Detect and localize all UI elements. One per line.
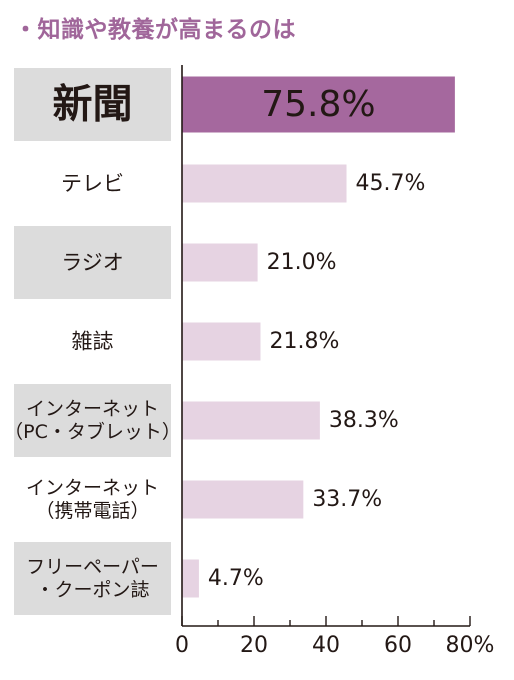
x-tick-label: 0 (175, 633, 189, 658)
bar (182, 559, 199, 598)
x-tick-label: 40 (312, 633, 340, 658)
data-label: 75.8% (261, 84, 375, 125)
category-label: テレビ (61, 172, 124, 196)
x-tick-label: 80% (446, 633, 495, 658)
bar (182, 76, 455, 133)
category-label-box (14, 226, 171, 299)
category-label: ラジオ (61, 251, 124, 275)
bar (182, 322, 261, 361)
category-label-boxes: 新聞テレビラジオ雑誌インターネット（PC・タブレット）インターネット（携帯電話）… (4, 68, 181, 615)
category-label-box (14, 542, 171, 615)
category-label: （携帯電話） (35, 500, 149, 522)
x-tick-label: 20 (240, 633, 268, 658)
category-label: ・クーポン誌 (35, 579, 149, 601)
bars: 75.8% 45.7% 21.0% 21.8% 38.3% 33.7% 4.7% (182, 76, 455, 598)
data-label: 4.7% (208, 566, 264, 591)
data-label: 38.3% (329, 408, 399, 433)
category-label-box (14, 68, 171, 141)
category-label: フリーペーパー (26, 556, 159, 578)
category-label: 新聞 (53, 82, 133, 128)
bar (182, 480, 304, 519)
bar (182, 401, 320, 440)
category-label: インターネット (26, 398, 159, 420)
category-label: 雑誌 (72, 330, 114, 354)
category-label: （PC・タブレット） (4, 420, 181, 443)
data-label: 45.7% (356, 171, 426, 196)
category-label: インターネット (26, 477, 159, 499)
x-axis: 0 20 40 60 80% (175, 65, 494, 658)
bar (182, 243, 258, 282)
bar (182, 164, 347, 203)
x-tick-label: 60 (384, 633, 412, 658)
chart-title: ・知識や教養が高まるのは (14, 17, 296, 43)
category-label-box (14, 384, 171, 457)
data-label: 21.8% (269, 329, 339, 354)
data-label: 33.7% (312, 487, 382, 512)
data-label: 21.0% (267, 250, 337, 275)
